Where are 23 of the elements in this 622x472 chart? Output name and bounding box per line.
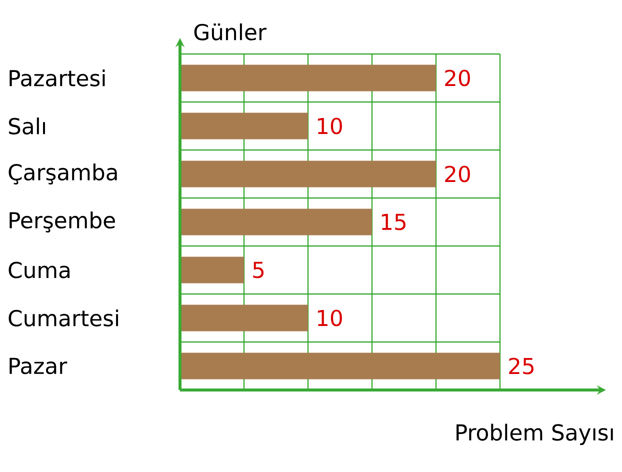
bar (180, 64, 436, 92)
bar (180, 352, 500, 380)
y-tick-label: Pazartesi (10, 70, 105, 86)
data-label: 5 (253, 262, 264, 278)
y-tick-label: Salı (8, 118, 45, 134)
data-label: 10 (318, 310, 342, 326)
data-label: 15 (382, 214, 406, 230)
y-axis-title: Günler (194, 23, 266, 40)
data-label: 20 (445, 166, 470, 182)
bar (180, 112, 308, 140)
data-label: 25 (509, 358, 534, 374)
bar (180, 160, 436, 188)
bar (180, 304, 308, 332)
bar (180, 208, 372, 236)
y-tick-label: Perşembe (10, 212, 115, 232)
x-axis-title: Problem Sayısı (456, 424, 613, 445)
y-tick-label: Çarşamba (8, 164, 117, 184)
y-tick-label: Pazar (10, 358, 68, 374)
data-label: 20 (445, 70, 470, 86)
y-tick-label: Cuma (8, 262, 70, 278)
y-tick-label: Cumartesi (8, 310, 118, 326)
data-label: 10 (318, 118, 342, 134)
bar (180, 256, 244, 284)
